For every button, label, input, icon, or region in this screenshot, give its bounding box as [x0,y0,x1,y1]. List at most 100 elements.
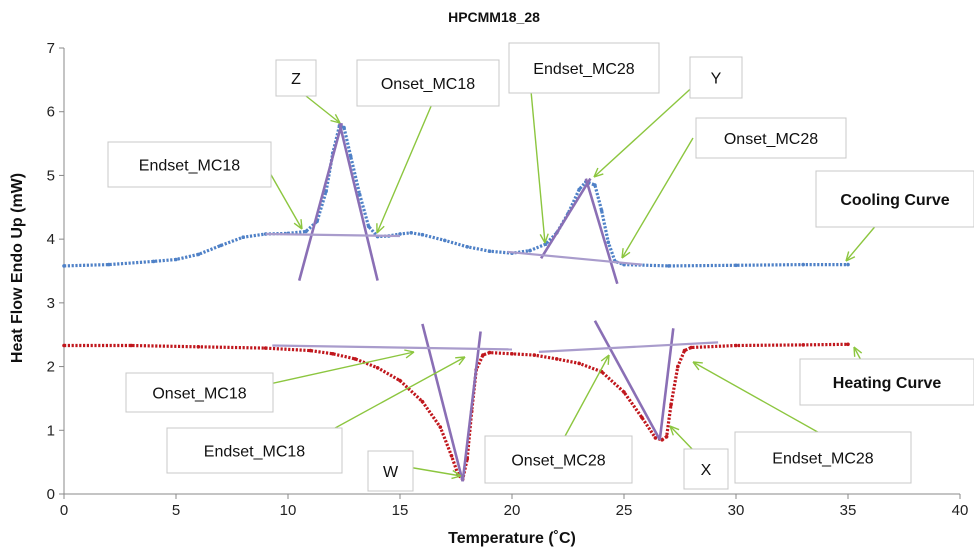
data-point [465,245,470,249]
x-tick-label: 15 [392,502,409,519]
annotation-arrow [376,103,433,234]
annotation-arrowhead [539,233,549,244]
data-point [669,403,673,407]
tangent-line [421,323,464,482]
x-axis-label: Temperature (˚C) [448,530,576,547]
annotation-arrow [593,81,699,178]
annotation-box [166,427,343,474]
data-point [667,264,671,268]
annotation-label: Z [291,71,301,88]
tangent-line [338,122,379,281]
data-point [331,352,335,356]
y-tick-label: 1 [47,422,55,439]
annotation-arrowhead [853,346,863,357]
axes: 0 1 2 3 4 5 6 7 0 5 10 15 20 25 30 35 40 [47,40,969,519]
data-point [196,345,201,349]
data-point [174,257,178,262]
y-tick-label: 4 [47,231,55,248]
annotation-arrow [255,351,415,388]
annotation-onset-mc28: Onset_MC28 [484,435,633,484]
annotation-label: Onset_MC28 [724,131,818,148]
tangent-line [461,331,482,482]
y-tick-label: 7 [47,40,55,57]
data-point [846,342,850,347]
data-point [734,343,738,348]
baseline-line [265,232,401,238]
data-point [487,249,492,253]
y-tick-label: 2 [47,359,55,376]
annotation-label: Heating Curve [833,375,942,392]
annotation-label: Endset_MC28 [533,61,634,78]
y-axis-label: Heat Flow Endo Up (mW) [9,173,26,363]
data-point [357,192,362,197]
data-point [606,240,611,245]
series-layer [62,123,850,482]
annotation-arrowhead [600,354,610,365]
annotation-box [275,59,317,97]
data-point [532,353,537,357]
annotation-arrowhead [330,113,341,124]
data-point [219,243,223,248]
annotation-arrowhead [692,361,703,371]
annotation-arrowhead [593,167,604,178]
data-point [846,262,850,267]
data-point [375,366,380,370]
annotation-arrows [255,79,879,480]
annotation-arrowhead [404,349,415,359]
data-point [342,125,346,130]
annotation-label: Endset_MC18 [204,444,305,461]
annotation-label: Endset_MC18 [139,158,240,175]
annotation-arrowhead [455,356,466,366]
baseline-line [507,250,643,266]
annotations: Z Onset_MC18 Endset_MC28 Y Endset_MC18 Onset_… [107,42,974,492]
data-point [481,353,485,357]
annotation-z: Z [275,59,317,97]
data-point [304,229,308,234]
annotation-onset-mc28: Onset_MC28 [695,117,847,159]
annotation-label: Cooling Curve [840,192,949,209]
annotation-arrowhead [845,251,856,262]
data-point [420,399,425,404]
annotation-endset-mc18: Endset_MC18 [166,427,343,474]
annotation-endset-mc28: Endset_MC28 [734,431,912,484]
annotation-w: W [367,450,414,492]
data-point [801,343,805,347]
annotation-label: Onset_MC18 [381,76,475,93]
data-point [734,263,738,268]
x-tick-label: 35 [840,502,857,519]
annotation-arrow [845,222,879,262]
annotation-arrow [325,356,466,434]
annotation-box [356,59,500,107]
annotation-arrowhead [669,425,680,436]
data-point [420,232,425,237]
annotation-label: Endset_MC28 [772,451,873,468]
data-point [324,189,328,194]
annotation-arrow [407,466,462,477]
annotation-endset-mc18: Endset_MC18 [107,141,272,188]
tangent-lines [265,122,719,482]
annotation-label: Onset_MC28 [511,453,605,470]
baseline-line [538,341,719,353]
data-point [443,238,447,243]
annotation-arrow [305,95,341,124]
data-point [438,425,443,429]
annotation-label: W [383,464,399,481]
data-point [664,434,669,439]
data-point [689,345,693,350]
tangent-line [539,177,592,259]
chart-title: HPCMM18_28 [448,9,540,25]
x-tick-label: 0 [60,502,68,519]
annotation-onset-mc18: Onset_MC18 [125,372,274,413]
data-point [308,348,313,353]
annotation-label: X [701,462,712,479]
data-point [107,262,111,267]
annotation-cooling-curve: Cooling Curve [815,170,974,228]
annotation-y: Y [689,56,743,99]
y-tick-label: 6 [47,104,55,121]
x-tick-label: 5 [172,502,180,519]
tangent-line [297,122,344,281]
annotation-arrow [621,137,694,259]
annotation-arrowhead [621,248,631,259]
data-point [348,154,353,159]
